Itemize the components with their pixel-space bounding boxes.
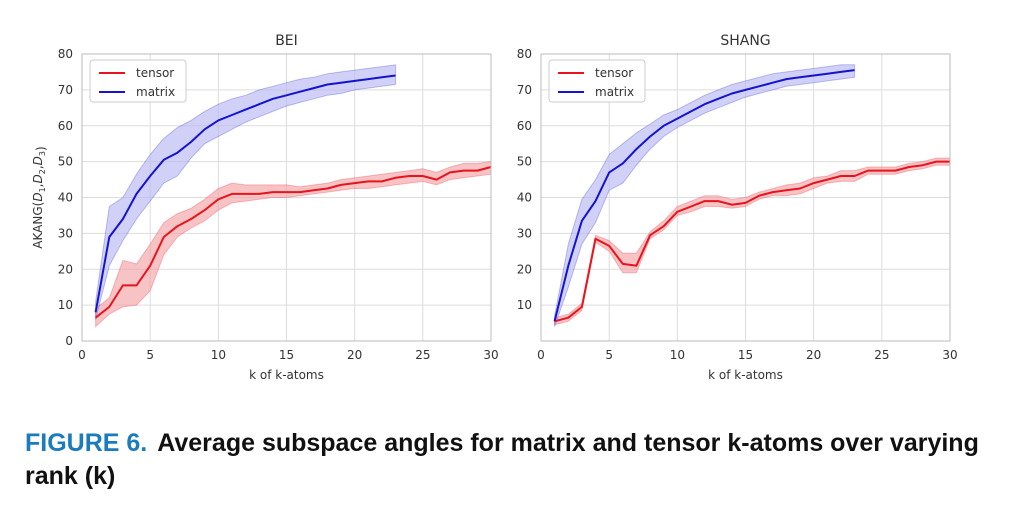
x-tick-label: 25 [415, 348, 430, 362]
y-tick-label: 40 [517, 191, 532, 205]
x-tick-label: 15 [279, 348, 294, 362]
chart-panel-bei: 0 5 10 15 20 25 30 0 10 20 30 40 50 60 70 80 BEI k of k-a… [31, 33, 499, 382]
chart-title: SHANG [720, 33, 770, 49]
x-tick-label: 5 [146, 348, 154, 362]
series-band-matrix [95, 64, 397, 320]
x-tick-label: 30 [942, 348, 957, 362]
chart-panel-shang: 0 5 10 15 20 25 30 10 20 30 40 50 60 70 80 SHANG k of k-… [517, 33, 958, 382]
y-tick-label: 40 [58, 191, 73, 205]
y-tick-label: 60 [58, 119, 73, 133]
x-tick-label: 20 [806, 348, 821, 362]
legend-label-tensor: tensor [595, 66, 633, 80]
y-tick-label: 30 [58, 226, 73, 240]
series-points-matrix [95, 75, 396, 313]
y-tick-label: 70 [58, 83, 73, 97]
x-axis-label: k of k-atoms [708, 368, 783, 382]
series-line-tensor [554, 160, 950, 323]
x-tick-label: 10 [670, 348, 685, 362]
x-axis-label: k of k-atoms [249, 368, 324, 382]
y-tick-label: 80 [517, 47, 532, 61]
legend-label-tensor: tensor [136, 66, 174, 80]
y-tick-label: 0 [65, 334, 73, 348]
x-tick-label: 5 [605, 348, 613, 362]
y-tick-label: 60 [517, 119, 532, 133]
y-tick-label: 20 [517, 262, 532, 276]
y-tick-label: 30 [517, 226, 532, 240]
x-tick-label: 25 [874, 348, 889, 362]
y-tick-label: 80 [58, 47, 73, 61]
y-tick-label: 10 [517, 298, 532, 312]
x-tick-label: 20 [347, 348, 362, 362]
x-tick-label: 30 [483, 348, 498, 362]
y-tick-label: 70 [517, 83, 532, 97]
series-band-matrix [554, 64, 856, 327]
legend-label-matrix: matrix [595, 85, 634, 99]
x-tick-label: 10 [211, 348, 226, 362]
series-line-tensor [94, 166, 492, 319]
figure-label: FIGURE 6. [25, 429, 148, 457]
y-tick-label: 50 [517, 155, 532, 169]
y-tick-label: 10 [58, 298, 73, 312]
y-tick-label: 50 [58, 155, 73, 169]
plot-frame [540, 53, 951, 342]
legend: tensor matrix [89, 59, 187, 103]
series-points-matrix [554, 70, 855, 322]
figure-caption-text: Average subspace angles for matrix and t… [25, 429, 979, 490]
legend-label-matrix: matrix [136, 85, 175, 99]
plot-frame [81, 53, 492, 342]
series-line-matrix [553, 69, 855, 322]
series-points-tensor [554, 161, 951, 322]
x-tick-label: 15 [738, 348, 753, 362]
y-tick-label: 20 [58, 262, 73, 276]
legend: tensor matrix [548, 59, 646, 103]
y-axis-label: AKANG(D1,D2,D3) [31, 146, 48, 248]
x-tick-label: 0 [78, 348, 86, 362]
figure-caption: FIGURE 6. Average subspace angles for mat… [25, 427, 1005, 493]
x-tick-label: 0 [537, 348, 545, 362]
chart-title: BEI [275, 33, 298, 49]
